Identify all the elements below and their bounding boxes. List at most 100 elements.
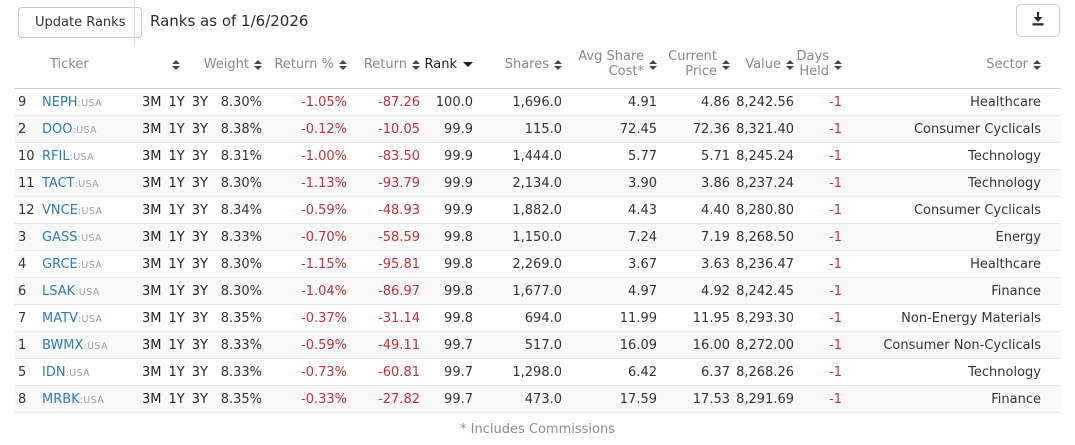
period-link-3y[interactable]: 3Y	[192, 176, 208, 191]
period-link-3m[interactable]: 3M	[142, 392, 162, 407]
period-link-3y[interactable]: 3Y	[192, 284, 208, 299]
column-header-ticker[interactable]: Ticker	[14, 44, 212, 88]
ticker-suffix: :USA	[70, 152, 94, 163]
sector-value: Healthcare	[842, 250, 1061, 277]
column-header-sector[interactable]: Sector	[842, 44, 1061, 88]
period-link-1y[interactable]: 1Y	[169, 284, 185, 299]
period-link-3y[interactable]: 3Y	[192, 257, 208, 272]
period-link-3y[interactable]: 3Y	[192, 230, 208, 245]
ticker-cell: MATV:USA	[42, 304, 142, 331]
period-link-3m[interactable]: 3M	[142, 149, 162, 164]
period-link-3m[interactable]: 3M	[142, 176, 162, 191]
period-link-1y[interactable]: 1Y	[169, 257, 185, 272]
weight-value: 8.35%	[212, 304, 262, 331]
ticker-link[interactable]: TACT	[42, 176, 75, 191]
rank-value: 99.7	[420, 358, 473, 385]
ticker-cell: NEPH:USA	[42, 88, 142, 115]
period-link-3y[interactable]: 3Y	[192, 338, 208, 353]
ticker-link[interactable]: NEPH	[42, 95, 78, 110]
column-header-avg-share-cost[interactable]: Avg Share Cost*	[562, 44, 657, 88]
current-price-value: 4.86	[657, 88, 730, 115]
period-link-1y[interactable]: 1Y	[169, 230, 185, 245]
rank-value: 99.7	[420, 331, 473, 358]
position-number: 10	[14, 142, 42, 169]
ticker-link[interactable]: MRBK	[42, 392, 80, 407]
rank-value: 99.8	[420, 277, 473, 304]
sort-arrows-icon	[254, 60, 262, 70]
ticker-link[interactable]: GASS	[42, 230, 77, 245]
rank-value: 99.9	[420, 142, 473, 169]
rank-value: 100.0	[420, 88, 473, 115]
column-header-return[interactable]: Return	[347, 44, 420, 88]
period-link-3m[interactable]: 3M	[142, 122, 162, 137]
ticker-link[interactable]: BWMX	[42, 338, 83, 353]
ticker-link[interactable]: MATV	[42, 311, 78, 326]
ticker-link[interactable]: GRCE	[42, 257, 78, 272]
ticker-suffix: :USA	[66, 368, 90, 379]
column-header-value[interactable]: Value	[730, 44, 794, 88]
column-header-return-pct[interactable]: Return %	[262, 44, 347, 88]
period-link-1y[interactable]: 1Y	[169, 365, 185, 380]
shares-value: 2,134.0	[473, 169, 562, 196]
period-link-3y[interactable]: 3Y	[192, 365, 208, 380]
period-link-3m[interactable]: 3M	[142, 203, 162, 218]
value-value: 8,291.69	[730, 385, 794, 412]
download-icon	[1030, 11, 1046, 30]
column-header-rank[interactable]: Rank	[420, 44, 473, 88]
download-button[interactable]	[1016, 4, 1060, 37]
position-number: 3	[14, 223, 42, 250]
days-held-value: -1	[794, 331, 842, 358]
period-link-1y[interactable]: 1Y	[169, 203, 185, 218]
period-link-3y[interactable]: 3Y	[192, 149, 208, 164]
return-pct-value: -0.37%	[262, 304, 347, 331]
return-value: -95.81	[347, 250, 420, 277]
period-link-1y[interactable]: 1Y	[169, 149, 185, 164]
column-header-shares[interactable]: Shares	[473, 44, 562, 88]
sort-arrows-icon	[786, 60, 794, 70]
sort-arrows-icon	[339, 60, 347, 70]
period-link-3y[interactable]: 3Y	[192, 311, 208, 326]
period-link-3m[interactable]: 3M	[142, 257, 162, 272]
period-link-3m[interactable]: 3M	[142, 284, 162, 299]
current-price-value: 72.36	[657, 115, 730, 142]
period-link-3y[interactable]: 3Y	[192, 122, 208, 137]
days-held-value: -1	[794, 88, 842, 115]
ticker-link[interactable]: DOO	[42, 122, 72, 137]
column-header-current-price[interactable]: Current Price	[657, 44, 730, 88]
ticker-cell: GRCE:USA	[42, 250, 142, 277]
period-link-1y[interactable]: 1Y	[169, 95, 185, 110]
period-link-3m[interactable]: 3M	[142, 95, 162, 110]
ticker-link[interactable]: IDN	[42, 365, 66, 380]
period-link-1y[interactable]: 1Y	[169, 311, 185, 326]
ticker-link[interactable]: RFIL	[42, 149, 70, 164]
return-value: -31.14	[347, 304, 420, 331]
period-link-3y[interactable]: 3Y	[192, 392, 208, 407]
column-header-weight[interactable]: Weight	[212, 44, 262, 88]
current-price-value: 5.71	[657, 142, 730, 169]
header-label: Current Price	[668, 50, 717, 80]
period-link-1y[interactable]: 1Y	[169, 392, 185, 407]
ticker-link[interactable]: VNCE	[42, 203, 78, 218]
period-link-1y[interactable]: 1Y	[169, 122, 185, 137]
table-row: 1 BWMX:USA 3M1Y3Y 8.33% -0.59% -49.11 99…	[14, 331, 1061, 358]
weight-value: 8.34%	[212, 196, 262, 223]
period-link-3m[interactable]: 3M	[142, 230, 162, 245]
return-value: -58.59	[347, 223, 420, 250]
return-value: -48.93	[347, 196, 420, 223]
period-link-1y[interactable]: 1Y	[169, 176, 185, 191]
column-header-days-held[interactable]: Days Held	[794, 44, 842, 88]
period-link-3y[interactable]: 3Y	[192, 95, 208, 110]
update-ranks-button[interactable]: Update Ranks	[18, 7, 142, 38]
position-number: 8	[14, 385, 42, 412]
return-pct-value: -1.00%	[262, 142, 347, 169]
period-links: 3M 1Y 3Y	[142, 115, 212, 142]
value-value: 8,268.26	[730, 358, 794, 385]
ticker-link[interactable]: LSAK	[42, 284, 75, 299]
period-link-3m[interactable]: 3M	[142, 311, 162, 326]
period-link-3m[interactable]: 3M	[142, 365, 162, 380]
current-price-value: 6.37	[657, 358, 730, 385]
period-link-3y[interactable]: 3Y	[192, 203, 208, 218]
period-link-3m[interactable]: 3M	[142, 338, 162, 353]
period-link-1y[interactable]: 1Y	[169, 338, 185, 353]
return-pct-value: -1.04%	[262, 277, 347, 304]
